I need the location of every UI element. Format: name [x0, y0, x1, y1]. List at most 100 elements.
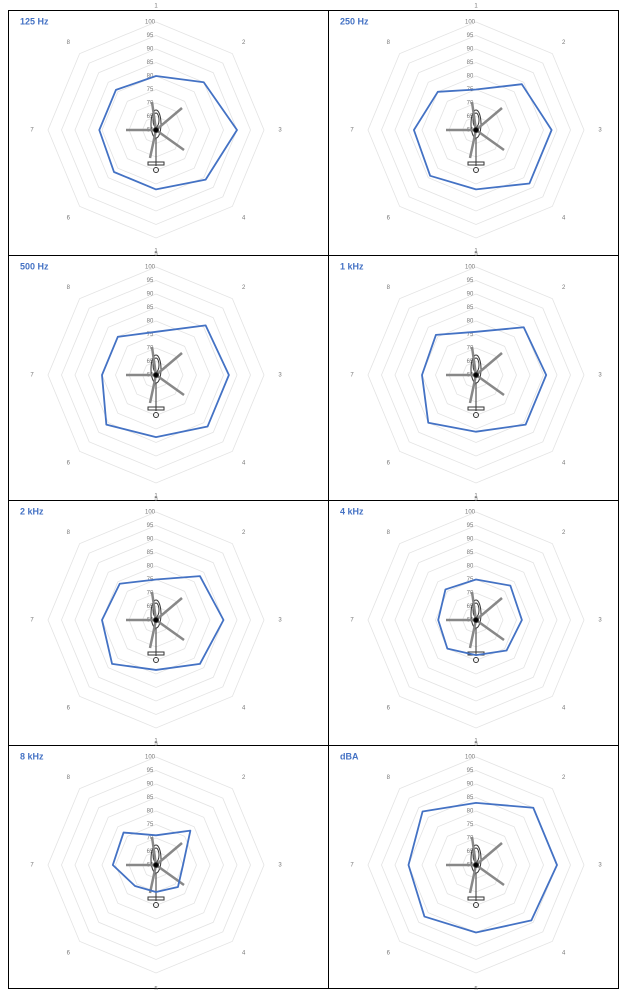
r-tick-label: 70	[467, 836, 474, 842]
grid-ring	[88, 552, 224, 688]
helicopter-icon	[446, 836, 505, 908]
r-tick-label: 65	[467, 604, 474, 610]
rotor-blade	[155, 597, 183, 621]
grid-ring	[435, 334, 517, 416]
rotor-blade	[468, 129, 478, 159]
rotor-hub	[473, 127, 479, 133]
r-tick-label: 70	[467, 101, 474, 107]
category-label: 6	[67, 215, 71, 221]
category-label: 2	[242, 775, 246, 781]
grid-ring	[115, 579, 197, 661]
r-tick-label: 90	[147, 537, 154, 543]
r-tick-label: 85	[467, 550, 474, 556]
category-label: 1	[474, 739, 478, 745]
category-label: 1	[154, 494, 158, 500]
helicopter-rotor	[153, 902, 159, 908]
rotor-blade	[470, 101, 478, 131]
category-label: 5	[474, 987, 478, 990]
grid-ring	[47, 756, 265, 974]
grid-border	[8, 10, 619, 989]
grid-ring	[74, 48, 238, 212]
rotor-blade	[475, 618, 505, 642]
r-tick-label: 65	[467, 114, 474, 120]
r-tick-label: 90	[467, 292, 474, 298]
category-label: 4	[242, 460, 246, 466]
category-label: 2	[242, 285, 246, 291]
r-tick-label: 65	[147, 849, 154, 855]
category-label: 7	[30, 128, 34, 134]
helicopter-blades	[126, 836, 185, 894]
grid-ring	[61, 770, 251, 960]
chart-title: dBA	[340, 751, 359, 761]
category-label: 5	[474, 252, 478, 258]
helicopter-blades	[126, 591, 185, 649]
rotor-blade	[150, 346, 158, 376]
r-tick-label: 80	[467, 809, 474, 815]
grid-ring	[74, 783, 238, 947]
chart-title: 4 kHz	[340, 506, 364, 516]
rotor-hub	[473, 372, 479, 378]
category-label: 6	[67, 460, 71, 466]
radar-line	[437, 578, 523, 656]
category-label: 3	[598, 128, 602, 134]
category-label: 2	[242, 530, 246, 536]
r-tick-label: 95	[467, 523, 474, 529]
helicopter-blades	[126, 346, 185, 404]
helicopter-icon	[126, 101, 185, 173]
r-tick-label: 95	[147, 523, 154, 529]
grid-ring	[47, 511, 265, 729]
grid-ring	[421, 810, 531, 920]
rotor-hub	[153, 862, 159, 868]
category-label: 3	[278, 373, 282, 379]
grid-ring	[381, 35, 571, 225]
r-tick-label: 85	[147, 305, 154, 311]
radar-line	[421, 326, 548, 433]
category-label: 8	[67, 285, 71, 291]
rotor-blade	[475, 128, 505, 152]
category-label: 8	[387, 530, 391, 536]
helicopter-blades	[126, 101, 185, 159]
rotor-blade	[148, 374, 158, 404]
helicopter-stabilizer	[147, 651, 165, 656]
helicopter-icon	[446, 346, 505, 418]
category-label: 3	[598, 618, 602, 624]
r-tick-label: 100	[145, 510, 156, 516]
category-label: 4	[562, 215, 566, 221]
grid-ring	[394, 293, 558, 457]
r-tick-label: 100	[465, 20, 476, 26]
r-tick-label: 95	[147, 33, 154, 39]
helicopter-icon	[446, 101, 505, 173]
r-tick-label: 100	[465, 265, 476, 271]
r-tick-label: 65	[467, 359, 474, 365]
rotor-blade	[470, 591, 478, 621]
grid-ring	[47, 266, 265, 484]
grid-ring	[74, 538, 238, 702]
r-tick-label: 65	[147, 604, 154, 610]
grid-ring	[381, 770, 571, 960]
grid-ring	[381, 280, 571, 470]
r-tick-label: 80	[467, 74, 474, 80]
rotor-blade	[470, 836, 478, 866]
rotor-blade	[155, 618, 185, 642]
r-tick-label: 80	[147, 319, 154, 325]
category-label: 3	[278, 618, 282, 624]
rotor-blade	[475, 373, 505, 397]
rotor-hub	[153, 617, 159, 623]
category-label: 6	[387, 460, 391, 466]
radar-line	[101, 324, 230, 439]
rotor-hub	[153, 127, 159, 133]
r-tick-label: 75	[147, 822, 154, 828]
r-tick-label: 95	[467, 33, 474, 39]
rotor-hub	[153, 372, 159, 378]
grid-ring	[367, 756, 585, 974]
r-tick-label: 75	[467, 577, 474, 583]
rotor-blade	[475, 107, 503, 131]
category-label: 4	[562, 705, 566, 711]
grid-ring	[394, 538, 558, 702]
grid-ring	[47, 21, 265, 239]
grid-ring	[421, 320, 531, 430]
grid-ring	[101, 75, 211, 185]
rotor-blade	[155, 107, 183, 131]
grid-ring	[88, 797, 224, 933]
r-tick-label: 95	[467, 768, 474, 774]
